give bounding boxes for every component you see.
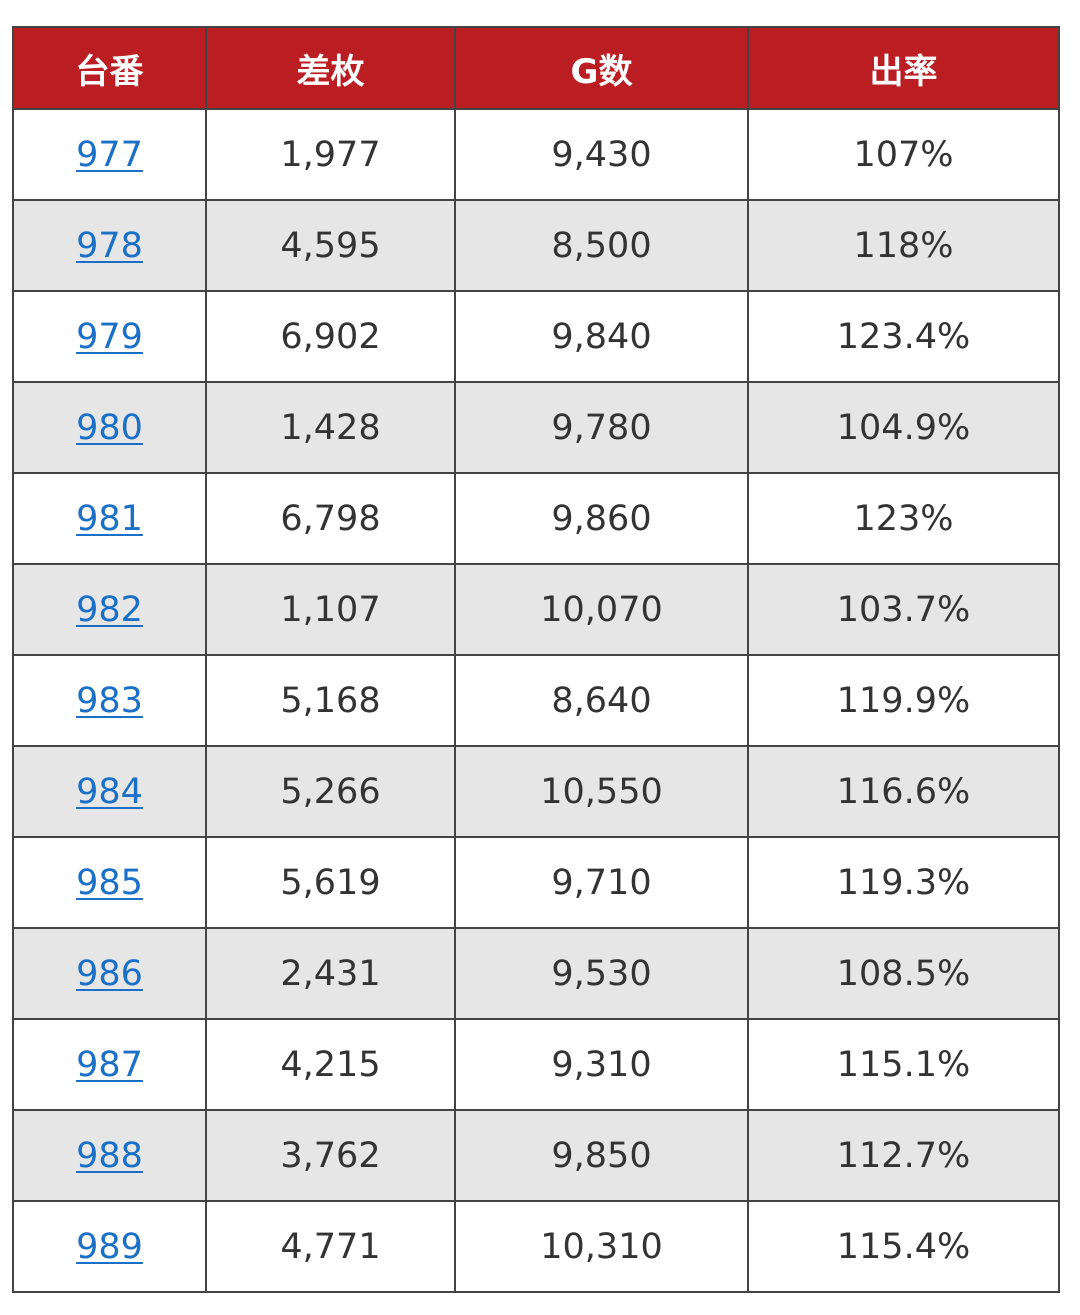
cell-coin-difference: 3,762 bbox=[205, 1109, 456, 1202]
cell-coin-difference: 4,771 bbox=[205, 1200, 456, 1293]
cell-machine-number: 983 bbox=[12, 654, 207, 747]
cell-game-count: 8,640 bbox=[454, 654, 749, 747]
table-row: 989 4,771 10,310 115.4% bbox=[12, 1200, 1060, 1293]
cell-coin-difference: 6,902 bbox=[205, 290, 456, 383]
machine-number-link[interactable]: 986 bbox=[76, 953, 143, 994]
header-payout-rate: 出率 bbox=[747, 26, 1060, 110]
table-row: 983 5,168 8,640 119.9% bbox=[12, 654, 1060, 747]
cell-game-count: 9,530 bbox=[454, 927, 749, 1020]
cell-payout-rate: 119.3% bbox=[747, 836, 1060, 929]
cell-coin-difference: 4,215 bbox=[205, 1018, 456, 1111]
cell-machine-number: 978 bbox=[12, 199, 207, 292]
machine-number-link[interactable]: 987 bbox=[76, 1044, 143, 1085]
cell-payout-rate: 103.7% bbox=[747, 563, 1060, 656]
cell-coin-difference: 6,798 bbox=[205, 472, 456, 565]
cell-game-count: 9,850 bbox=[454, 1109, 749, 1202]
cell-coin-difference: 5,168 bbox=[205, 654, 456, 747]
header-machine-number: 台番 bbox=[12, 26, 207, 110]
cell-machine-number: 986 bbox=[12, 927, 207, 1020]
table-row: 979 6,902 9,840 123.4% bbox=[12, 290, 1060, 383]
cell-game-count: 9,310 bbox=[454, 1018, 749, 1111]
cell-payout-rate: 123% bbox=[747, 472, 1060, 565]
machine-number-link[interactable]: 980 bbox=[76, 407, 143, 448]
cell-payout-rate: 119.9% bbox=[747, 654, 1060, 747]
machine-number-link[interactable]: 977 bbox=[76, 134, 143, 175]
cell-payout-rate: 108.5% bbox=[747, 927, 1060, 1020]
machine-number-link[interactable]: 985 bbox=[76, 862, 143, 903]
table-row: 987 4,215 9,310 115.1% bbox=[12, 1018, 1060, 1111]
table-row: 985 5,619 9,710 119.3% bbox=[12, 836, 1060, 929]
cell-coin-difference: 4,595 bbox=[205, 199, 456, 292]
machine-number-link[interactable]: 983 bbox=[76, 680, 143, 721]
machine-number-link[interactable]: 981 bbox=[76, 498, 143, 539]
table-row: 988 3,762 9,850 112.7% bbox=[12, 1109, 1060, 1202]
cell-game-count: 10,070 bbox=[454, 563, 749, 656]
machine-number-link[interactable]: 982 bbox=[76, 589, 143, 630]
cell-machine-number: 981 bbox=[12, 472, 207, 565]
machine-number-link[interactable]: 988 bbox=[76, 1135, 143, 1176]
machine-results-table: 台番 差枚 G数 出率 977 1,977 9,430 107% 978 4,595 8,5… bbox=[12, 26, 1060, 1293]
cell-machine-number: 980 bbox=[12, 381, 207, 474]
table-header-row: 台番 差枚 G数 出率 bbox=[12, 26, 1060, 110]
table-row: 978 4,595 8,500 118% bbox=[12, 199, 1060, 292]
machine-number-link[interactable]: 984 bbox=[76, 771, 143, 812]
cell-machine-number: 977 bbox=[12, 108, 207, 201]
cell-payout-rate: 115.1% bbox=[747, 1018, 1060, 1111]
cell-game-count: 9,860 bbox=[454, 472, 749, 565]
machine-number-link[interactable]: 978 bbox=[76, 225, 143, 266]
cell-coin-difference: 2,431 bbox=[205, 927, 456, 1020]
cell-payout-rate: 107% bbox=[747, 108, 1060, 201]
table-row: 984 5,266 10,550 116.6% bbox=[12, 745, 1060, 838]
table-row: 977 1,977 9,430 107% bbox=[12, 108, 1060, 201]
cell-machine-number: 984 bbox=[12, 745, 207, 838]
cell-payout-rate: 115.4% bbox=[747, 1200, 1060, 1293]
cell-coin-difference: 1,977 bbox=[205, 108, 456, 201]
cell-game-count: 9,710 bbox=[454, 836, 749, 929]
cell-machine-number: 979 bbox=[12, 290, 207, 383]
cell-game-count: 9,840 bbox=[454, 290, 749, 383]
table-row: 980 1,428 9,780 104.9% bbox=[12, 381, 1060, 474]
header-game-count: G数 bbox=[454, 26, 749, 110]
cell-payout-rate: 104.9% bbox=[747, 381, 1060, 474]
cell-machine-number: 982 bbox=[12, 563, 207, 656]
cell-game-count: 9,780 bbox=[454, 381, 749, 474]
cell-machine-number: 985 bbox=[12, 836, 207, 929]
cell-payout-rate: 112.7% bbox=[747, 1109, 1060, 1202]
cell-game-count: 10,550 bbox=[454, 745, 749, 838]
cell-game-count: 8,500 bbox=[454, 199, 749, 292]
header-coin-difference: 差枚 bbox=[205, 26, 456, 110]
cell-coin-difference: 1,107 bbox=[205, 563, 456, 656]
cell-game-count: 10,310 bbox=[454, 1200, 749, 1293]
cell-machine-number: 987 bbox=[12, 1018, 207, 1111]
machine-number-link[interactable]: 979 bbox=[76, 316, 143, 357]
data-table-container: 台番 差枚 G数 出率 977 1,977 9,430 107% 978 4,595 8,5… bbox=[12, 26, 1060, 1293]
cell-payout-rate: 118% bbox=[747, 199, 1060, 292]
machine-number-link[interactable]: 989 bbox=[76, 1226, 143, 1267]
cell-machine-number: 989 bbox=[12, 1200, 207, 1293]
table-row: 986 2,431 9,530 108.5% bbox=[12, 927, 1060, 1020]
cell-machine-number: 988 bbox=[12, 1109, 207, 1202]
cell-coin-difference: 1,428 bbox=[205, 381, 456, 474]
cell-coin-difference: 5,619 bbox=[205, 836, 456, 929]
table-row: 981 6,798 9,860 123% bbox=[12, 472, 1060, 565]
table-row: 982 1,107 10,070 103.7% bbox=[12, 563, 1060, 656]
cell-game-count: 9,430 bbox=[454, 108, 749, 201]
cell-coin-difference: 5,266 bbox=[205, 745, 456, 838]
cell-payout-rate: 123.4% bbox=[747, 290, 1060, 383]
cell-payout-rate: 116.6% bbox=[747, 745, 1060, 838]
